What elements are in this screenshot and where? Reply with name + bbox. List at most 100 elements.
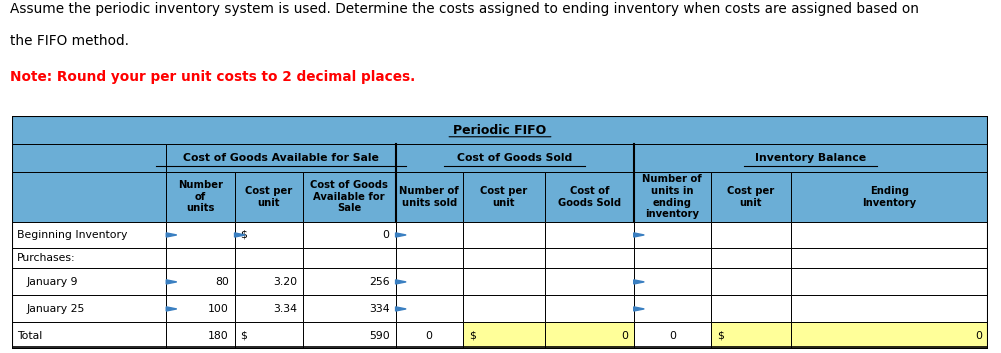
Bar — [791, 172, 988, 222]
Bar — [234, 222, 303, 248]
Text: $: $ — [240, 331, 247, 341]
Bar — [12, 268, 166, 295]
Bar — [166, 322, 234, 349]
Text: Total: Total — [17, 331, 42, 341]
Text: Cost per
unit: Cost per unit — [245, 186, 292, 208]
Bar — [634, 295, 711, 322]
Text: Number
of
units: Number of units — [178, 180, 223, 214]
Bar — [303, 248, 395, 268]
Bar — [303, 268, 395, 295]
Text: the FIFO method.: the FIFO method. — [10, 34, 129, 48]
Text: Ending
Inventory: Ending Inventory — [862, 186, 917, 208]
Text: Periodic FIFO: Periodic FIFO — [453, 124, 547, 137]
Bar — [303, 222, 395, 248]
Polygon shape — [395, 233, 406, 237]
Text: January 25: January 25 — [27, 304, 85, 314]
Bar — [791, 322, 988, 349]
Polygon shape — [166, 280, 177, 284]
Text: Cost of Goods Available for Sale: Cost of Goods Available for Sale — [183, 153, 378, 163]
Text: $: $ — [240, 230, 247, 240]
Bar — [395, 222, 462, 248]
Bar — [12, 116, 988, 144]
Bar — [166, 172, 234, 222]
Bar — [462, 172, 545, 222]
Bar — [545, 268, 634, 295]
Text: Cost of Goods
Available for
Sale: Cost of Goods Available for Sale — [310, 180, 388, 214]
Bar — [634, 322, 711, 349]
Bar — [12, 172, 166, 222]
Text: 3.20: 3.20 — [273, 277, 297, 287]
Text: 0: 0 — [425, 331, 432, 341]
Text: Cost per
unit: Cost per unit — [480, 186, 528, 208]
Bar — [12, 322, 166, 349]
Bar — [462, 268, 545, 295]
Bar — [395, 322, 462, 349]
Polygon shape — [634, 280, 645, 284]
Text: 100: 100 — [208, 304, 228, 314]
Bar — [545, 222, 634, 248]
Bar — [791, 222, 988, 248]
Text: 0: 0 — [621, 331, 628, 341]
Bar — [545, 172, 634, 222]
Bar — [234, 268, 303, 295]
Text: Assume the periodic inventory system is used. Determine the costs assigned to en: Assume the periodic inventory system is … — [10, 2, 919, 16]
Polygon shape — [634, 307, 645, 311]
Text: 0: 0 — [382, 230, 389, 240]
Text: $: $ — [468, 331, 475, 341]
Text: 0: 0 — [669, 331, 676, 341]
Bar — [791, 295, 988, 322]
Bar — [791, 268, 988, 295]
Bar — [234, 172, 303, 222]
Text: Cost per
unit: Cost per unit — [727, 186, 775, 208]
Bar — [12, 248, 166, 268]
Bar — [462, 222, 545, 248]
Text: 80: 80 — [215, 277, 228, 287]
Bar — [12, 144, 166, 172]
Text: January 9: January 9 — [27, 277, 78, 287]
Text: Inventory Balance: Inventory Balance — [756, 153, 867, 163]
Bar — [395, 144, 634, 172]
Text: 334: 334 — [369, 304, 389, 314]
Polygon shape — [234, 233, 245, 237]
Bar — [711, 172, 791, 222]
Text: 3.34: 3.34 — [273, 304, 297, 314]
Text: 180: 180 — [208, 331, 228, 341]
Text: Note: Round your per unit costs to 2 decimal places.: Note: Round your per unit costs to 2 dec… — [10, 70, 415, 84]
Bar — [711, 322, 791, 349]
Text: Cost of
Goods Sold: Cost of Goods Sold — [558, 186, 621, 208]
Polygon shape — [166, 233, 177, 237]
Bar — [395, 295, 462, 322]
Bar — [303, 295, 395, 322]
Polygon shape — [395, 307, 406, 311]
Bar — [12, 222, 166, 248]
Bar — [395, 172, 462, 222]
Bar — [711, 222, 791, 248]
Bar — [634, 248, 711, 268]
Bar — [634, 144, 988, 172]
Bar — [711, 268, 791, 295]
Bar — [234, 295, 303, 322]
Bar — [234, 322, 303, 349]
Bar — [166, 222, 234, 248]
Text: 0: 0 — [975, 331, 982, 341]
Bar — [711, 248, 791, 268]
Bar — [545, 248, 634, 268]
Bar — [462, 248, 545, 268]
Bar — [303, 172, 395, 222]
Bar — [711, 295, 791, 322]
Text: Purchases:: Purchases: — [17, 253, 75, 263]
Bar — [395, 248, 462, 268]
Text: 590: 590 — [369, 331, 389, 341]
Text: Beginning Inventory: Beginning Inventory — [17, 230, 127, 240]
Bar — [634, 268, 711, 295]
Bar — [791, 248, 988, 268]
Bar — [462, 295, 545, 322]
Bar — [545, 322, 634, 349]
Bar — [395, 268, 462, 295]
Polygon shape — [166, 307, 177, 311]
Bar — [166, 144, 395, 172]
Text: Number of
units in
ending
inventory: Number of units in ending inventory — [643, 174, 702, 219]
Bar — [166, 295, 234, 322]
Bar — [303, 322, 395, 349]
Polygon shape — [395, 280, 406, 284]
